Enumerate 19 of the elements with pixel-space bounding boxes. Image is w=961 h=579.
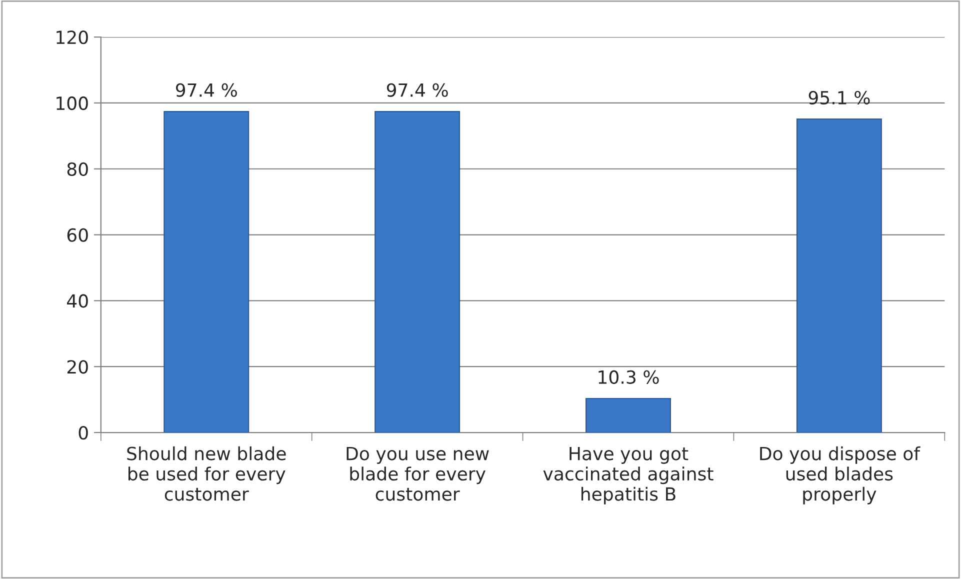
x-tick-label: Have you got vaccinated against hepatitis B (543, 446, 714, 504)
y-tick-label: 40 (67, 294, 88, 308)
data-label: 97.4 % (176, 83, 237, 97)
data-label: 10.3 % (598, 370, 659, 384)
bar (164, 110, 250, 433)
y-tick-label: 0 (78, 426, 88, 440)
data-label: 95.1 % (808, 90, 870, 105)
x-tick-label: Do you use new blade for every customer (346, 446, 489, 501)
y-tick-label: 120 (56, 30, 88, 44)
bar (796, 118, 882, 433)
data-label: 97.4 % (386, 83, 448, 97)
y-tick-label: 100 (56, 96, 88, 110)
y-tick-label: 80 (67, 162, 88, 176)
bar (586, 398, 671, 433)
x-tick-label: Should new blade be used for every customer (127, 446, 286, 501)
y-tick-label: 20 (67, 360, 88, 374)
y-tick-label: 60 (67, 228, 88, 242)
x-tick-label: Do you dispose of used blades properly (760, 446, 920, 504)
bar (374, 110, 460, 433)
